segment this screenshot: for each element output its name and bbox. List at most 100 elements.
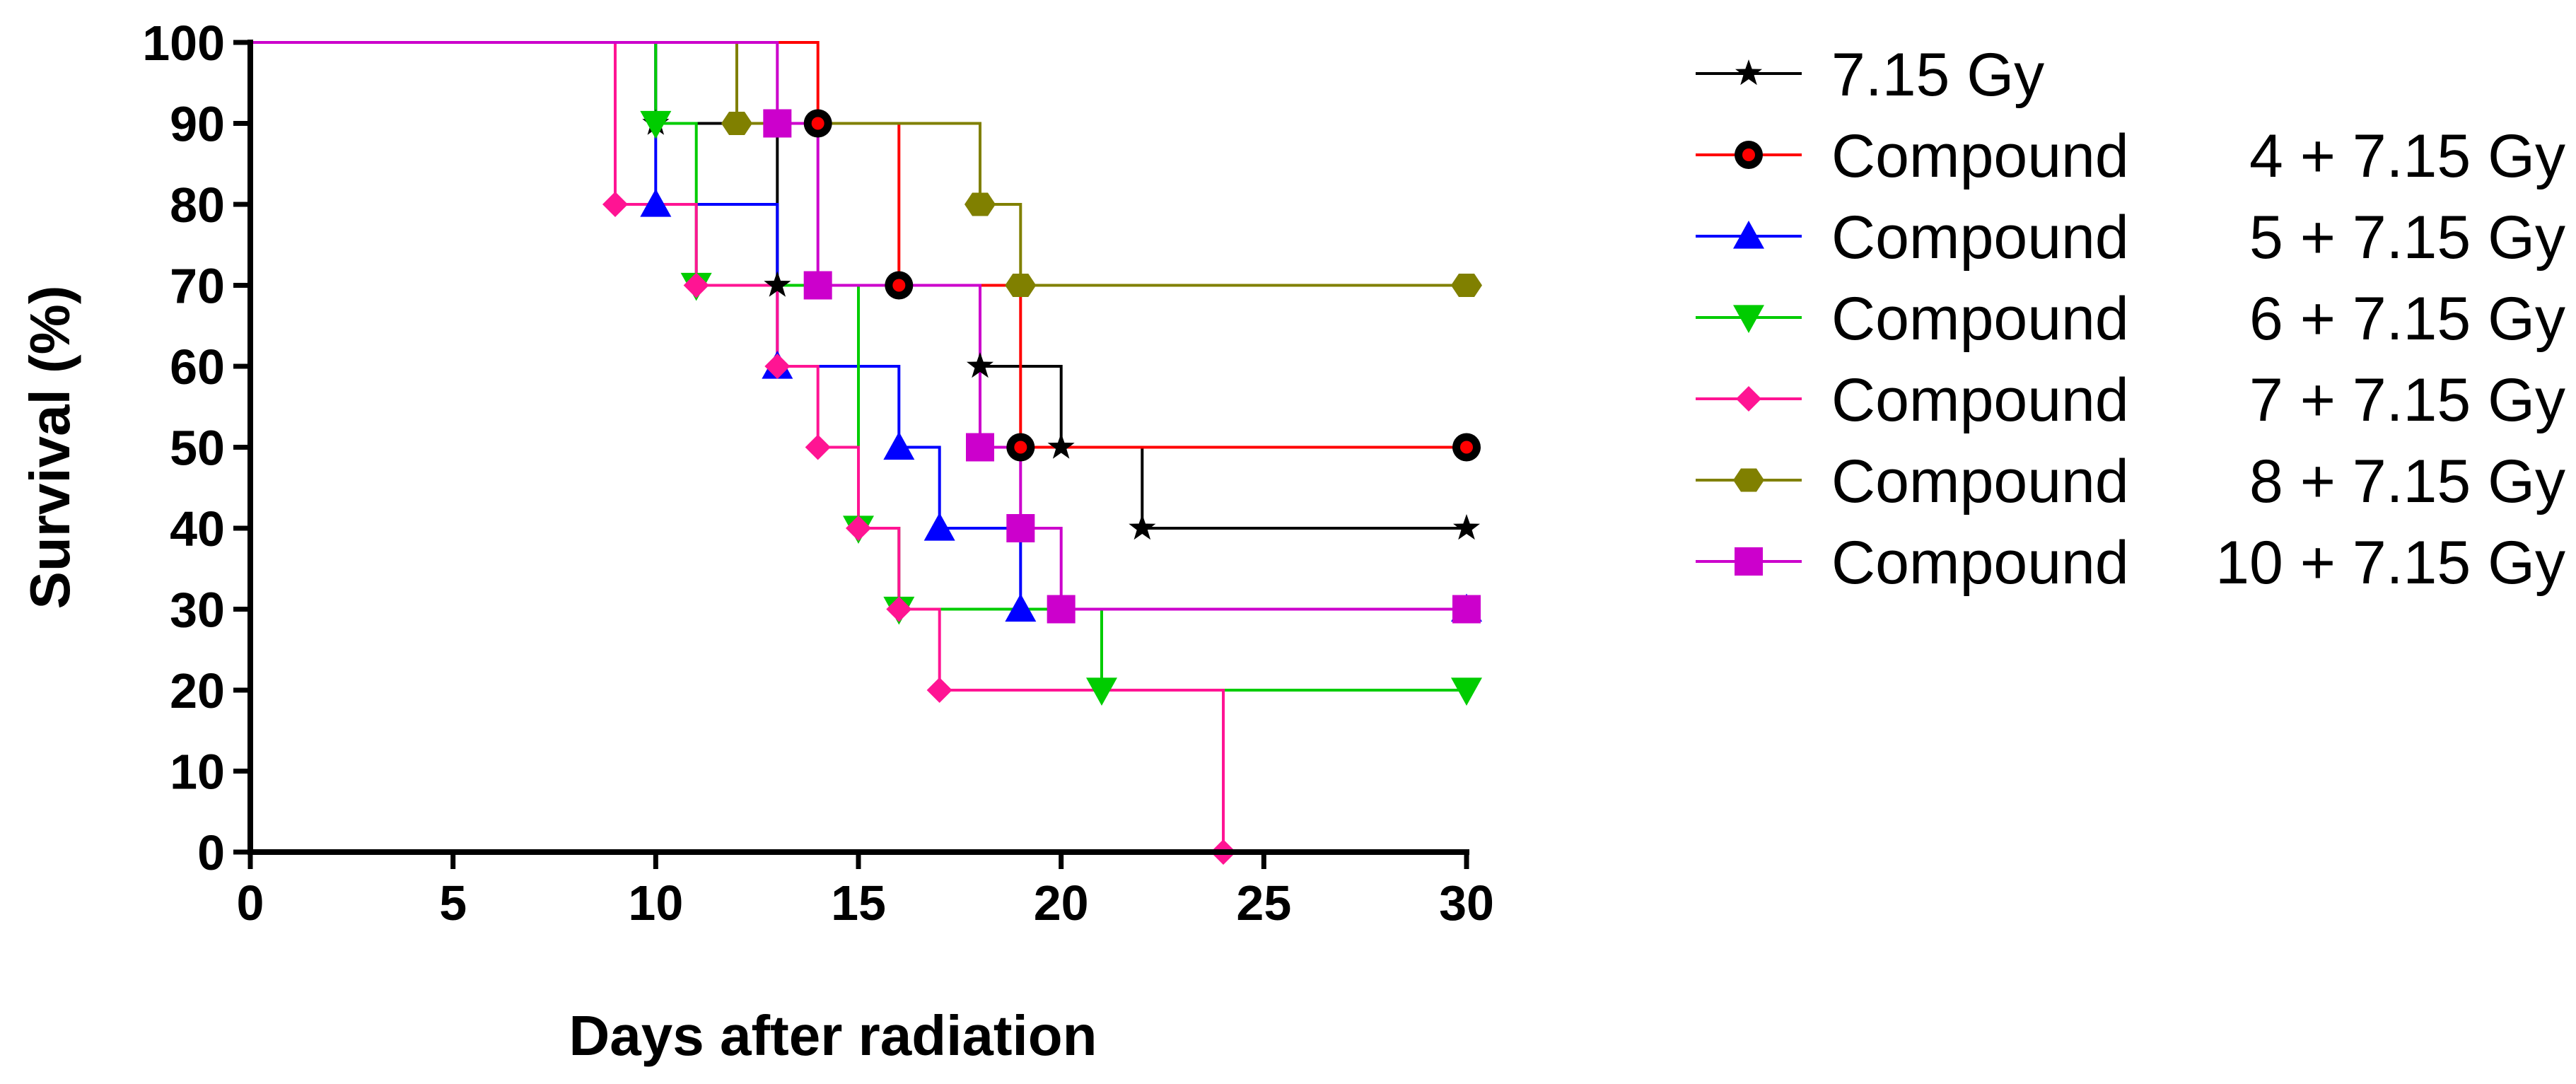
legend-marker: [1735, 59, 1762, 86]
legend-label-dose: 5 + 7.15 Gy: [2249, 204, 2565, 272]
data-point: [966, 433, 994, 462]
data-point: [1451, 677, 1482, 706]
data-point: [602, 192, 628, 217]
y-tick-label: 30: [170, 583, 225, 638]
data-point: [1453, 514, 1480, 540]
data-point: [803, 109, 832, 138]
legend-item-4: Compound 6 + 7.15 Gy: [1696, 285, 2565, 353]
data-point: [1047, 595, 1076, 624]
series-5-markers: [602, 192, 1236, 865]
legend-label: Compound: [1831, 366, 2129, 434]
data-point: [1005, 274, 1037, 297]
data-point: [1005, 593, 1037, 622]
y-tick-label: 90: [170, 97, 225, 152]
legend-marker: [1733, 468, 1764, 492]
legend-label-dose: 6 + 7.15 Gy: [2249, 285, 2565, 353]
legend-marker: [1733, 305, 1764, 333]
legend-marker: [1733, 221, 1764, 249]
series-line: [250, 41, 1467, 692]
data-point: [885, 271, 914, 300]
legend-marker: [1735, 141, 1763, 169]
data-point: [964, 192, 996, 216]
marker-inner: [1460, 441, 1473, 454]
data-point: [1452, 595, 1481, 624]
marker-inner: [1014, 441, 1027, 454]
data-point: [721, 112, 752, 135]
y-tick-label: 40: [170, 501, 225, 556]
x-tick-label: 25: [1236, 875, 1291, 931]
series-line: [250, 41, 1467, 449]
data-point: [764, 271, 791, 297]
series-6-markers: [721, 112, 1482, 297]
legend-label-dose: 4 + 7.15 Gy: [2249, 122, 2565, 190]
legend-item-2: Compound 4 + 7.15 Gy: [1696, 122, 2565, 190]
data-point: [967, 352, 993, 378]
y-tick-label: 60: [170, 339, 225, 395]
y-tick-label: 70: [170, 259, 225, 314]
legend-marker: [1735, 547, 1763, 576]
series-6: [250, 41, 1467, 287]
y-tick-label: 100: [142, 16, 225, 71]
x-tick-label: 5: [439, 875, 467, 931]
series-2-markers: [803, 109, 1481, 462]
series-7-markers: [763, 109, 1481, 624]
axes: 0 5 10 15 20 25 30 0 10 20 30 40 50 60 70 80 90 100 Days a…: [18, 16, 1494, 1067]
legend-label: Compound: [1831, 285, 2129, 353]
data-point: [886, 596, 912, 622]
data-point: [683, 272, 709, 298]
series-1-markers: [642, 109, 1480, 540]
legend-item-6: Compound 8 + 7.15 Gy: [1696, 448, 2565, 515]
legend-item-5: Compound 7 + 7.15 Gy: [1696, 366, 2565, 434]
marker-inner: [1742, 148, 1755, 161]
legend-label: 7.15 Gy: [1831, 41, 2044, 109]
data-point: [1047, 433, 1075, 459]
legend-label: Compound: [1831, 204, 2129, 272]
marker-inner: [892, 279, 906, 292]
y-axis-title: Survival (%): [18, 286, 81, 610]
data-point: [640, 110, 672, 139]
legend-item-1: 7.15 Gy: [1696, 41, 2044, 109]
data-point: [883, 431, 915, 460]
data-point: [803, 271, 832, 300]
data-point: [763, 109, 792, 138]
data-point: [846, 515, 871, 541]
data-point: [923, 513, 955, 541]
x-tick-label: 20: [1034, 875, 1089, 931]
plot-area: [250, 41, 1482, 865]
data-point: [1452, 433, 1481, 462]
data-point: [1086, 677, 1117, 706]
legend-label-dose: 7 + 7.15 Gy: [2249, 366, 2565, 434]
series-4: [250, 41, 1467, 692]
marker-inner: [811, 117, 824, 130]
x-axis-title: Days after radiation: [569, 1004, 1097, 1067]
y-tick-label: 80: [170, 177, 225, 233]
y-tick-label: 50: [170, 421, 225, 476]
legend: 7.15 Gy Compound 4 + 7.15 Gy Compound 5 + 7.…: [1696, 41, 2565, 597]
legend-label: Compound: [1831, 122, 2129, 190]
legend-label-dose: 8 + 7.15 Gy: [2249, 448, 2565, 515]
series-line: [250, 41, 1467, 287]
data-point: [1006, 433, 1035, 462]
y-tick-label: 0: [197, 825, 225, 880]
data-point: [1451, 274, 1482, 297]
x-tick-label: 30: [1439, 875, 1494, 931]
series-2: [250, 41, 1467, 449]
x-tick-label: 10: [628, 875, 683, 931]
y-tick-label: 20: [170, 663, 225, 718]
x-tick-label: 0: [237, 875, 264, 931]
y-tick-label: 10: [170, 745, 225, 800]
data-point: [1006, 514, 1035, 542]
legend-marker: [1736, 386, 1761, 412]
data-point: [764, 354, 791, 379]
legend-item-7: Compound 10 + 7.15 Gy: [1696, 529, 2565, 597]
x-tick-label: 15: [831, 875, 886, 931]
legend-label: Compound: [1831, 529, 2129, 597]
legend-item-3: Compound 5 + 7.15 Gy: [1696, 204, 2565, 272]
legend-label-dose: 10 + 7.15 Gy: [2215, 529, 2565, 597]
data-point: [805, 434, 831, 460]
data-point: [1129, 514, 1156, 540]
data-point: [640, 189, 672, 217]
data-point: [926, 677, 952, 703]
